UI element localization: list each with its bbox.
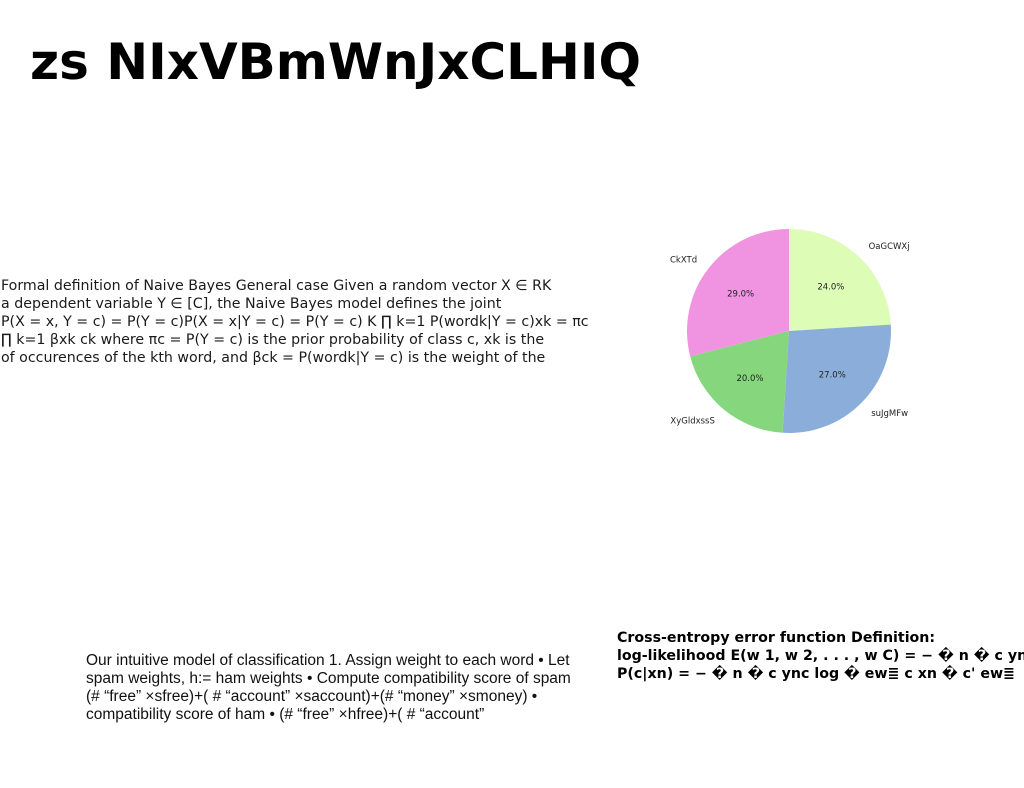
pie-slice-label: CkXTd bbox=[670, 256, 697, 266]
cross-entropy-text: Cross-entropy error function Definition:… bbox=[617, 629, 1024, 683]
text-line: spam weights, h:= ham weights • Compute … bbox=[86, 670, 571, 687]
text-line: compatibility score of ham • (# “free” ×… bbox=[86, 706, 485, 723]
naive-bayes-definition-text: Formal definition of Naive Bayes General… bbox=[1, 277, 589, 367]
pie-percent-label: 24.0% bbox=[817, 282, 844, 292]
pie-percent-label: 20.0% bbox=[736, 374, 763, 384]
pie-slice-suJgMFw bbox=[782, 324, 891, 433]
pie-slice-label: XyGldxssS bbox=[670, 417, 714, 427]
pie-chart: 24.0% OaGCWXj 27.0% suJgMFw 20.0% XyGldxssS 29… bbox=[660, 205, 920, 455]
text-line: Formal definition of Naive Bayes General… bbox=[1, 278, 552, 294]
pie-percent-label: 27.0% bbox=[819, 370, 846, 380]
text-line: P(X = x, Y = c) = P(Y = c)P(X = x|Y = c)… bbox=[1, 314, 589, 330]
text-line: Cross-entropy error function Definition: bbox=[617, 630, 936, 646]
pie-chart-svg: 24.0% OaGCWXj 27.0% suJgMFw 20.0% XyGldxssS 29… bbox=[670, 229, 910, 433]
pie-slice-CkXTd bbox=[687, 229, 789, 357]
pie-percent-label: 29.0% bbox=[727, 289, 754, 299]
pie-slice-label: suJgMFw bbox=[871, 409, 908, 419]
text-line: Our intuitive model of classification 1.… bbox=[86, 652, 570, 669]
text-line: a dependent variable Y ∈ [C], the Naive … bbox=[1, 296, 502, 312]
text-line: of occurences of the kth word, and βck =… bbox=[1, 350, 546, 366]
pie-slice-XyGldxssS bbox=[690, 331, 789, 433]
text-line: (# “free” ×sfree)+( # “account” ×saccoun… bbox=[86, 688, 538, 705]
pie-slice-label: OaGCWXj bbox=[869, 242, 910, 252]
classification-model-text: Our intuitive model of classification 1.… bbox=[86, 652, 606, 724]
pie-slice-OaGCWXj bbox=[789, 229, 891, 331]
text-line: ∏ k=1 βxk ck where πc = P(Y = c) is the … bbox=[1, 332, 545, 348]
slide-title: zs NIxVBmWnJxCLHIQ bbox=[30, 33, 641, 91]
text-line: P(c|xn) = − � n � c ync log � ew≣ c xn �… bbox=[617, 666, 1015, 682]
text-line: log-likelihood E(w 1, w 2, . . . , w C) … bbox=[617, 648, 1024, 664]
